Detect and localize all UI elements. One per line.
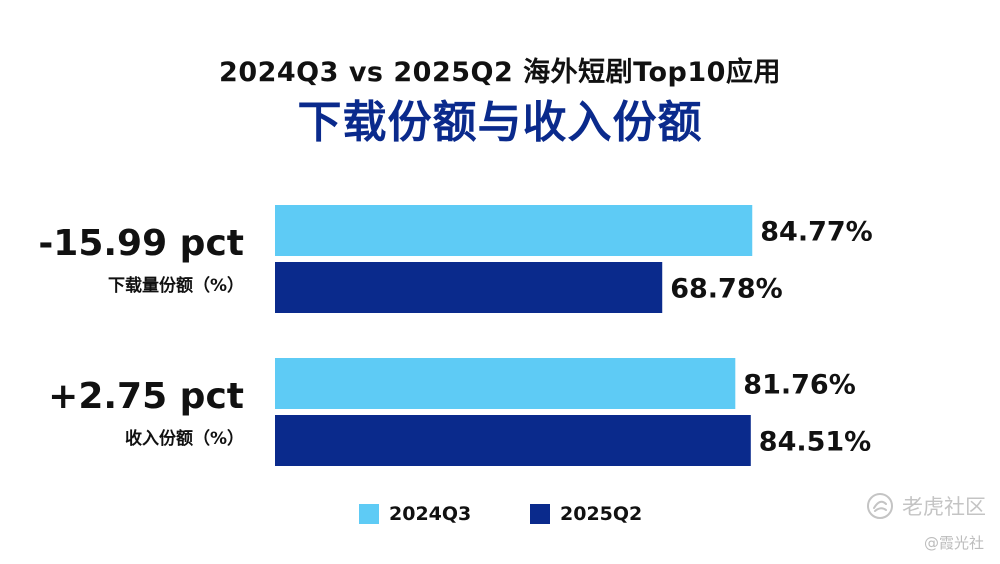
bar-0-0	[275, 205, 753, 256]
legend-swatch-2024q3	[359, 504, 379, 524]
data-label-0-1: 68.78%	[670, 274, 782, 305]
chart-title: 2024Q3 vs 2025Q2 海外短剧Top10应用	[219, 57, 781, 88]
bar-1-0	[275, 358, 736, 409]
legend-label-2025q2: 2025Q2	[560, 503, 643, 525]
category-change-0: -15.99 pct	[38, 223, 244, 264]
legend-swatch-2025q2	[530, 504, 550, 524]
chart-subtitle: 下载份额与收入份额	[297, 97, 703, 148]
bar-1-1	[275, 415, 751, 466]
watermark-handle: @霞光社	[923, 534, 984, 552]
watermark-brand: 老虎社区	[866, 491, 986, 521]
category-change-1: +2.75 pct	[48, 376, 244, 417]
data-label-1-1: 84.51%	[759, 427, 871, 458]
data-label-0-0: 84.77%	[760, 217, 872, 248]
bar-0-1	[275, 262, 663, 313]
category-label-0: 下载量份额（%）	[108, 275, 244, 296]
category-label-1: 收入份额（%）	[125, 428, 244, 449]
watermark-brand-text: 老虎社区	[902, 495, 986, 519]
legend-item-2024q3: 2024Q3	[359, 503, 471, 525]
data-label-1-0: 81.76%	[743, 370, 855, 401]
legend-item-2025q2: 2025Q2	[530, 503, 642, 525]
bar-chart: -15.99 pct 下载量份额（%） 84.77% 68.78% +2.75 pct 收…	[38, 205, 873, 466]
legend: 2024Q3 2025Q2	[0, 503, 1000, 529]
legend-label-2024q3: 2024Q3	[389, 503, 472, 525]
tiger-community-logo-icon	[867, 493, 893, 519]
